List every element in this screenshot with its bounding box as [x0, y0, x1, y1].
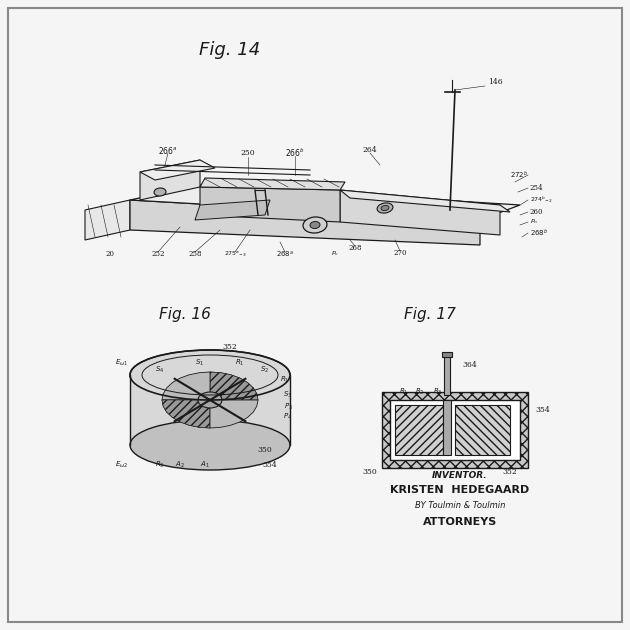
Text: $272^b$: $272^b$: [510, 169, 529, 181]
Text: $R_1$: $R_1$: [235, 358, 244, 368]
Polygon shape: [340, 190, 510, 212]
Text: 354: 354: [535, 406, 550, 414]
Text: $268^a$: $268^a$: [276, 249, 294, 259]
Bar: [390, 400, 520, 460]
Text: $S_3$: $S_3$: [284, 390, 292, 400]
Ellipse shape: [130, 350, 290, 400]
Text: $266^b$: $266^b$: [285, 147, 305, 159]
Text: KRISTEN  HEDEGAARD: KRISTEN HEDEGAARD: [391, 485, 530, 495]
Text: $R_2$: $R_2$: [415, 387, 425, 397]
Text: $S_1$: $S_1$: [195, 358, 205, 368]
Ellipse shape: [154, 188, 166, 196]
Polygon shape: [162, 400, 210, 428]
Text: 264: 264: [363, 146, 377, 154]
Text: $S_2$: $S_2$: [260, 365, 270, 375]
Text: Fig. 14: Fig. 14: [199, 41, 261, 59]
Bar: [395, 405, 443, 455]
Text: 354: 354: [263, 461, 277, 469]
Text: $274^b{}_{-2}$: $274^b{}_{-2}$: [530, 195, 553, 205]
Text: $266^a$: $266^a$: [158, 144, 178, 156]
Text: 350: 350: [258, 446, 272, 454]
Ellipse shape: [303, 217, 327, 233]
Text: 352: 352: [503, 468, 517, 476]
Polygon shape: [130, 200, 480, 245]
Polygon shape: [210, 400, 258, 428]
Ellipse shape: [310, 222, 320, 229]
Polygon shape: [200, 187, 340, 222]
Polygon shape: [195, 200, 270, 220]
Text: 260: 260: [530, 208, 544, 216]
Polygon shape: [210, 372, 258, 400]
Polygon shape: [210, 372, 258, 400]
Text: $A_2$: $A_2$: [175, 460, 185, 470]
Text: Fig. 16: Fig. 16: [159, 307, 211, 323]
Bar: [382, 392, 528, 468]
Ellipse shape: [381, 205, 389, 210]
Text: INVENTOR.: INVENTOR.: [432, 471, 488, 479]
Text: $R_3$: $R_3$: [433, 387, 443, 397]
Text: 20: 20: [105, 250, 115, 258]
Text: $S_4$: $S_4$: [156, 365, 164, 375]
Text: 254: 254: [530, 184, 544, 192]
Text: $P_n$: $P_n$: [530, 217, 538, 226]
Text: $P_v$: $P_v$: [331, 249, 339, 258]
Ellipse shape: [130, 420, 290, 470]
Text: $P_4$: $P_4$: [284, 412, 292, 422]
Polygon shape: [162, 400, 210, 428]
Text: 352: 352: [222, 343, 238, 351]
Bar: [130, 375, 290, 445]
Bar: [455, 405, 510, 455]
Text: $P_3$: $P_3$: [284, 402, 292, 412]
Bar: [444, 355, 450, 395]
Text: 252: 252: [151, 250, 165, 258]
Bar: [443, 400, 451, 455]
Text: ATTORNEYS: ATTORNEYS: [423, 517, 497, 527]
Text: BY Toulmin & Toulmin: BY Toulmin & Toulmin: [415, 500, 505, 510]
Text: 146: 146: [488, 78, 503, 86]
Text: 250: 250: [241, 149, 255, 157]
Polygon shape: [85, 200, 130, 240]
Polygon shape: [140, 160, 215, 180]
Text: $R_3$: $R_3$: [155, 460, 165, 470]
Text: 268: 268: [348, 244, 362, 252]
Text: $R_1$: $R_1$: [280, 375, 290, 385]
Polygon shape: [130, 185, 520, 220]
Text: 270: 270: [393, 249, 407, 257]
Polygon shape: [200, 178, 345, 190]
Text: 350: 350: [363, 468, 377, 476]
Text: $A_1$: $A_1$: [200, 460, 210, 470]
Text: $268^b$: $268^b$: [530, 227, 548, 239]
Ellipse shape: [198, 392, 222, 408]
Polygon shape: [340, 190, 500, 235]
Text: $R_1$: $R_1$: [399, 387, 409, 397]
Text: 364: 364: [462, 361, 477, 369]
Text: $E_{\omega 1}$: $E_{\omega 1}$: [115, 358, 129, 368]
Text: Fig. 17: Fig. 17: [404, 307, 456, 323]
Polygon shape: [162, 372, 210, 400]
Polygon shape: [140, 160, 200, 200]
Text: $E_{\omega 2}$: $E_{\omega 2}$: [115, 460, 129, 470]
Text: $275^a{}_{-3}$: $275^a{}_{-3}$: [224, 249, 246, 258]
Bar: [442, 352, 452, 357]
Ellipse shape: [377, 203, 393, 213]
Text: 258: 258: [188, 250, 202, 258]
